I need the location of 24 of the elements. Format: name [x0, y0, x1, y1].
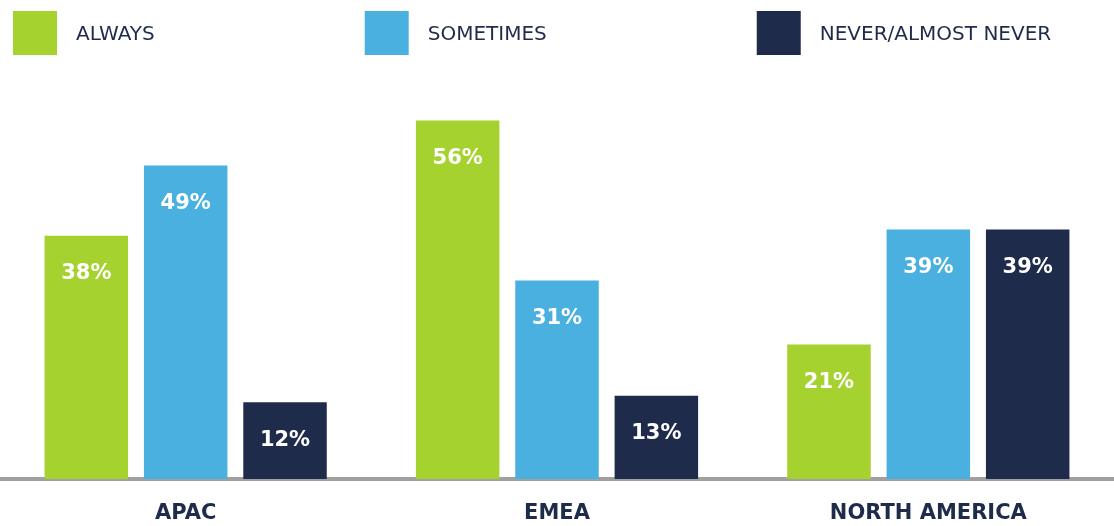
x-tick-label: EMEA	[524, 499, 591, 524]
x-tick-label: NORTH AMERICA	[829, 499, 1028, 524]
legend-label: ALWAYS	[76, 21, 155, 45]
data-label: 12%	[259, 426, 311, 451]
legend-label: NEVER/ALMOST NEVER	[819, 21, 1052, 45]
bar	[143, 165, 228, 479]
bar	[787, 344, 871, 479]
legend-label: SOMETIMES	[427, 21, 547, 45]
bar	[614, 395, 699, 479]
data-label: 38%	[61, 260, 112, 285]
bar	[515, 280, 599, 479]
data-label: 56%	[432, 145, 483, 170]
bar	[243, 402, 327, 479]
bar	[886, 229, 971, 479]
x-tick-label: APAC	[154, 499, 217, 524]
bar	[44, 235, 129, 479]
data-label: 31%	[531, 305, 583, 330]
bar	[415, 120, 500, 479]
data-label: 39%	[1002, 253, 1053, 278]
data-label: 13%	[631, 420, 682, 445]
data-label: 21%	[803, 369, 855, 394]
bar	[985, 229, 1070, 479]
data-label: 39%	[903, 253, 954, 278]
data-label: 49%	[160, 189, 211, 214]
